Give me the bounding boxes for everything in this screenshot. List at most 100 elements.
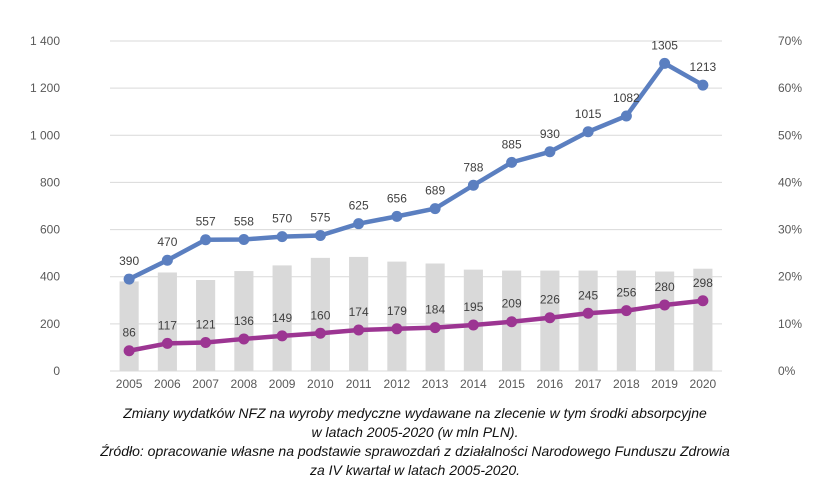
bar [272,265,292,371]
data-point [238,333,250,345]
data-point [391,210,403,222]
data-label: 570 [272,212,292,226]
caption-line-2: w latach 2005-2020 (w mln PLN). [311,424,519,440]
data-point [276,231,288,243]
data-point [506,316,518,328]
data-label: 136 [234,314,254,328]
data-point [161,337,173,349]
data-label: 160 [310,308,330,322]
x-tick-label: 2014 [460,377,487,391]
y-tick-label: 1 200 [30,81,60,95]
data-label: 1213 [690,60,717,74]
data-point [697,79,709,91]
bar [655,271,675,371]
y-tick-label: 0 [53,364,60,378]
data-point [659,57,671,69]
y-tick-label: 1 000 [30,128,60,142]
y2-tick-label: 10% [778,317,802,331]
data-label: 689 [425,184,445,198]
y-tick-label: 200 [40,317,60,331]
y2-tick-label: 60% [778,81,802,95]
y2-tick-label: 70% [778,34,802,48]
x-tick-label: 2010 [307,377,334,391]
y-tick-label: 600 [40,223,60,237]
bar [196,280,216,371]
bar [234,271,254,371]
chart: 390 470 557 558 570 575 625 656 689 788 885 930 1015… [30,34,802,391]
data-label: 226 [540,293,560,307]
data-label: 788 [463,160,483,174]
x-tick-label: 2016 [537,377,564,391]
data-point [123,345,135,357]
data-label: 174 [349,305,369,319]
bar [616,270,636,371]
data-label: 280 [655,280,675,294]
data-label: 575 [310,210,330,224]
y2-tick-label: 30% [778,223,802,237]
data-label: 470 [157,235,177,249]
y2-tick-label: 20% [778,270,802,284]
data-point [200,234,212,246]
data-point [467,179,479,191]
series-line [126,298,706,353]
line-series: 390 470 557 558 570 575 625 656 689 788 885 930 1015… [119,38,717,357]
bar-series-share [119,256,713,371]
data-label: 298 [693,276,713,290]
data-point [353,218,365,230]
x-tick-label: 2006 [154,377,181,391]
data-label: 930 [540,127,560,141]
y-axis-right: 0% 10% 20% 30% 40% 50% 60% 70% [778,34,802,378]
data-label: 209 [502,297,522,311]
y-tick-label: 400 [40,270,60,284]
data-point [620,110,632,122]
data-point [620,305,632,317]
bar [349,256,369,371]
x-axis: 2005 2006 2007 2008 2009 2010 2011 2012 2013 2014… [116,377,717,391]
series-line [126,61,706,282]
data-point [276,330,288,342]
data-label: 557 [196,215,216,229]
y-tick-label: 1 400 [30,34,60,48]
chart-caption: Zmiany wydatków NFZ na wyroby medyczne w… [0,404,830,480]
x-tick-label: 2008 [231,377,258,391]
data-label: 256 [616,286,636,300]
x-tick-label: 2012 [384,377,411,391]
data-point [582,126,594,138]
line-series-2: 86 117 121 136 149 160 174 179 184 195 209 226 245 25… [122,276,713,357]
data-point [429,322,441,334]
x-tick-label: 2007 [192,377,219,391]
data-label: 184 [425,303,445,317]
data-label: 179 [387,304,407,318]
data-point [161,254,173,266]
data-point [582,307,594,319]
y2-tick-label: 0% [778,364,796,378]
x-tick-label: 2018 [613,377,640,391]
bar [387,261,407,371]
data-point [238,233,250,245]
y-axis-left: 0 200 400 600 800 1 000 1 200 1 400 [30,34,60,378]
x-tick-label: 2009 [269,377,296,391]
data-label: 149 [272,311,292,325]
bar [693,268,713,371]
data-label: 625 [349,199,369,213]
caption-line-4: za IV kwartał w latach 2005-2020. [309,462,521,478]
data-point [429,203,441,215]
data-label: 195 [463,300,483,314]
data-label: 121 [196,317,216,331]
bar [425,263,445,371]
bar [578,270,598,371]
data-point [353,324,365,336]
data-label: 1082 [613,91,640,105]
data-label: 1305 [651,38,678,52]
x-tick-label: 2020 [690,377,717,391]
data-label: 245 [578,288,598,302]
data-point [314,327,326,339]
x-tick-label: 2015 [498,377,525,391]
caption-line-1: Zmiany wydatków NFZ na wyroby medyczne w… [123,405,707,421]
data-point [314,229,326,241]
y2-tick-label: 50% [778,128,802,142]
x-tick-label: 2011 [346,377,372,391]
data-point [697,295,709,307]
data-label: 86 [122,326,136,340]
data-label: 656 [387,191,407,205]
